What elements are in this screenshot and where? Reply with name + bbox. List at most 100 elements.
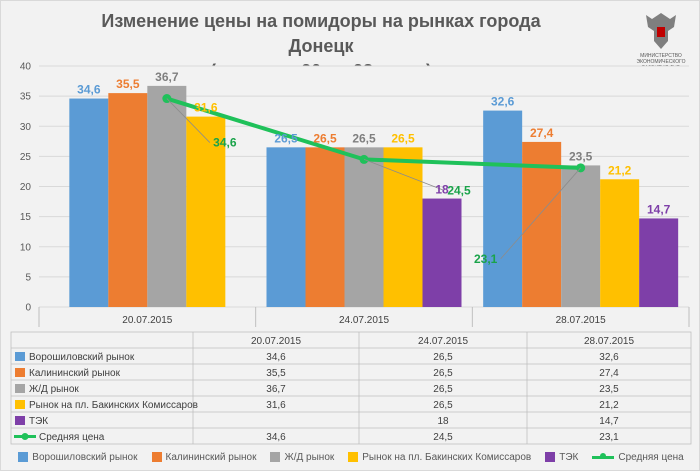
y-tick-label: 15: [20, 212, 32, 223]
y-tick-label: 20: [20, 182, 32, 193]
legend-label: Калининский рынок: [165, 451, 257, 463]
average-value-label: 24,5: [447, 183, 471, 197]
bar-value-label: 27,4: [530, 126, 554, 140]
legend-swatch: [270, 452, 281, 462]
legend-label: Рынок на пл. Бакинских Комиссаров: [362, 451, 532, 463]
table-legend-key: [15, 400, 25, 409]
bar-value-label: 14,7: [647, 202, 671, 216]
legend-swatch: [592, 452, 615, 459]
bar-value-label: 21,2: [608, 163, 632, 177]
table-row-label: Рынок на пл. Бакинских Комиссаров: [29, 400, 198, 411]
bar-tek: [639, 218, 679, 307]
table-value-cell: 14,7: [599, 416, 619, 427]
table-value-cell: 27,4: [599, 368, 619, 379]
table-header-cell: 20.07.2015: [251, 336, 301, 347]
table-row-label: Калининский рынок: [29, 368, 121, 379]
table-row-label: ТЭК: [29, 416, 48, 427]
table-legend-key: [15, 368, 25, 377]
table-value-cell: 23,5: [599, 384, 619, 395]
legend-item: Калининский рынок: [151, 451, 257, 463]
bar-baku: [600, 179, 640, 307]
y-tick-label: 40: [20, 62, 32, 73]
table-header-cell: 24.07.2015: [418, 336, 468, 347]
table-legend-key-dot: [21, 433, 29, 440]
bar-chart: 0 5 10 15 20 25 30 35 40 20.07.2015 24.07.2015 28.0…: [10, 62, 692, 445]
table-row-label: Ворошиловский рынок: [29, 352, 135, 363]
line-layer: [162, 94, 586, 260]
y-tick-label: 5: [25, 272, 31, 283]
bars-layer: [69, 85, 679, 308]
legend-item: Средняя цена: [592, 451, 684, 463]
bar-value-label: 26,5: [313, 131, 337, 145]
table-legend-key: [15, 416, 25, 425]
bar-value-label: 32,6: [491, 95, 515, 109]
bar-voroshilovsky: [266, 147, 306, 307]
labels-layer: 34,6 26,5 32,6 35,5 26,5 27,4 36,7 26,5 23,5 31,6…: [77, 70, 671, 266]
table-value-cell: 18: [437, 416, 449, 427]
bar-kalininsky: [522, 141, 562, 307]
chart-legend: Ворошиловский рынок Калининский рынок Ж/Д …: [1, 445, 700, 469]
data-table: 20.07.2015 24.07.2015 28.07.2015 Ворошиловс…: [10, 331, 692, 445]
bar-zhd: [561, 165, 601, 307]
y-tick-label: 30: [20, 122, 32, 133]
bar-value-label: 34,6: [77, 83, 101, 97]
legend-label: ТЭК: [559, 451, 579, 463]
x-category-label: 28.07.2015: [556, 315, 606, 326]
table-value-cell: 34,6: [266, 432, 286, 443]
table-value-cell: 34,6: [266, 352, 286, 363]
legend-item: Рынок на пл. Бакинских Комиссаров: [348, 452, 531, 463]
x-category-label: 20.07.2015: [122, 315, 172, 326]
bar-value-label: 23,5: [569, 149, 593, 163]
table-row-label: Средняя цена: [39, 432, 105, 443]
table-frame: [10, 331, 692, 445]
legend-item: Ворошиловский рынок: [18, 451, 138, 463]
table-value-cell: 31,6: [266, 400, 286, 411]
coat-of-arms-shield: [657, 27, 665, 37]
bar-value-label: 26,5: [352, 131, 376, 145]
bar-kalininsky: [305, 147, 345, 307]
legend-swatch: [18, 452, 29, 462]
y-tick-label: 0: [25, 303, 31, 314]
table-value-cell: 24,5: [433, 432, 453, 443]
table-value-cell: 23,1: [599, 432, 619, 443]
legend-item: Ж/Д рынок: [270, 452, 334, 463]
logo-text-line-2: ЭКОНОМИЧЕСКОГО: [637, 59, 686, 65]
average-value-label: 23,1: [474, 252, 498, 266]
legend-swatch: [545, 452, 556, 462]
bar-baku: [383, 147, 423, 307]
legend-swatch: [151, 452, 162, 462]
table-value-cell: 36,7: [266, 384, 286, 395]
y-tick-label: 25: [20, 152, 32, 163]
bar-baku: [186, 116, 226, 307]
table-value-cell: 26,5: [433, 384, 453, 395]
average-leader-line: [500, 167, 581, 260]
bar-zhd: [147, 85, 187, 307]
legend-label: Ворошиловский рынок: [32, 451, 138, 463]
bar-voroshilovsky: [483, 110, 523, 308]
table-legend-key: [15, 384, 25, 393]
table-value-cell: 35,5: [266, 368, 286, 379]
bar-zhd: [344, 147, 384, 307]
table-value-cell: 32,6: [599, 352, 619, 363]
legend-label: Ж/Д рынок: [284, 451, 335, 463]
bar-tek: [422, 198, 462, 307]
table-value-cell: 21,2: [599, 400, 619, 411]
bar-value-label: 18: [435, 183, 449, 197]
bar-value-label: 36,7: [155, 70, 179, 84]
logo-text-line-1: МИНИСТЕРСТВО: [640, 53, 682, 59]
x-category-label: 24.07.2015: [339, 315, 389, 326]
bar-voroshilovsky: [69, 98, 109, 307]
legend-item: ТЭК: [545, 452, 578, 463]
bar-value-label: 31,6: [194, 101, 218, 115]
chart-title-line-1: Изменение цены на помидоры на рынках гор…: [101, 11, 541, 56]
average-leader-line: [363, 159, 445, 191]
bar-value-label: 26,5: [274, 131, 298, 145]
table-value-cell: 26,5: [433, 400, 453, 411]
legend-label: Средняя цена: [618, 451, 684, 463]
y-tick-label: 10: [20, 242, 32, 253]
average-value-label: 34,6: [213, 136, 237, 150]
table-header-cell: 28.07.2015: [584, 336, 634, 347]
table-value-cell: 26,5: [433, 352, 453, 363]
table-row-label: Ж/Д рынок: [29, 384, 79, 395]
